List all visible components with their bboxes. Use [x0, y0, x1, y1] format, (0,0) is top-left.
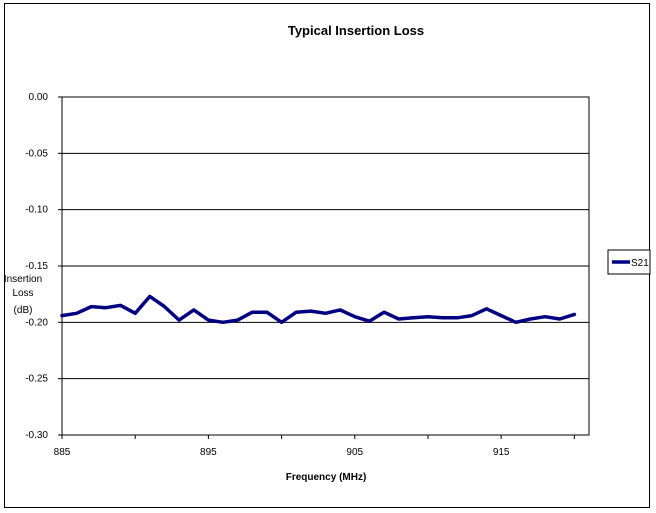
y-tick-label: -0.20 — [25, 317, 48, 328]
y-tick-label: 0.00 — [29, 92, 49, 103]
legend-label-s21: S21 — [631, 258, 649, 269]
x-axis-ticks: 885 895 905 915 — [54, 435, 575, 458]
x-tick-label: 905 — [346, 447, 363, 458]
x-axis-title: Frequency (MHz) — [286, 472, 367, 483]
y-tick-label: -0.30 — [25, 430, 48, 441]
chart-title: Typical Insertion Loss — [288, 23, 424, 38]
y-axis-title-line-3: (dB) — [14, 305, 33, 316]
gridlines — [62, 96, 589, 436]
x-tick-label: 885 — [54, 447, 71, 458]
y-axis-ticks: 0.00 -0.05 -0.10 -0.15 -0.20 -0.25 -0.30 — [25, 92, 62, 441]
x-tick-label: 915 — [493, 447, 510, 458]
y-tick-label: -0.10 — [25, 205, 48, 216]
y-tick-label: -0.05 — [25, 148, 48, 159]
y-axis-title-line-2: Loss — [12, 288, 33, 299]
y-axis-title-line-1: Insertion — [4, 274, 42, 285]
legend: S21 — [607, 249, 651, 275]
y-tick-label: -0.15 — [25, 261, 48, 272]
y-axis-title: Insertion Loss (dB) — [4, 274, 42, 316]
x-tick-label: 895 — [200, 447, 217, 458]
y-tick-label: -0.25 — [25, 374, 48, 385]
series-line-s21 — [60, 294, 577, 325]
series-layer — [60, 294, 577, 325]
